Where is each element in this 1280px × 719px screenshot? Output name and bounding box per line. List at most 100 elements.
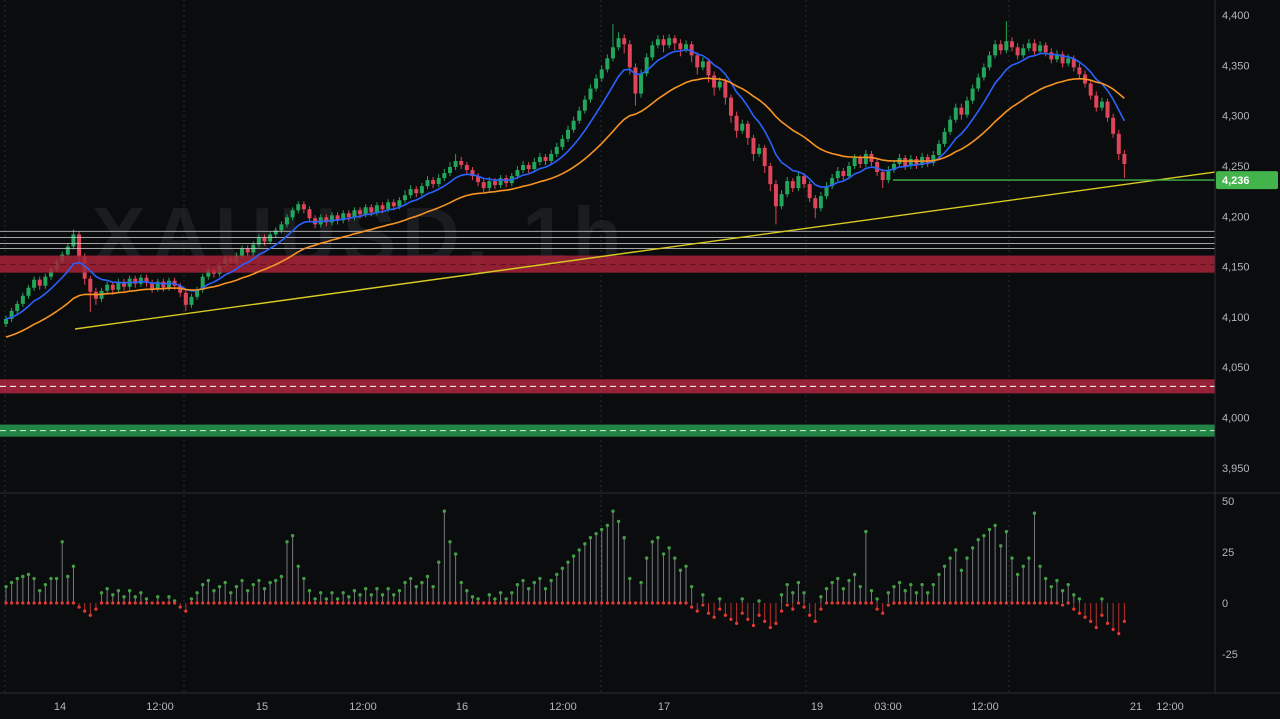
candles[interactable]	[4, 21, 1127, 327]
indicator-dot-down	[116, 601, 120, 605]
candle-body	[717, 81, 722, 88]
price-band[interactable]	[0, 424, 1215, 437]
indicator-dot-down	[796, 601, 801, 605]
indicator-dot-up	[380, 593, 385, 597]
indicator-dot-down	[954, 601, 958, 605]
indicator-dot-down	[352, 601, 357, 605]
candle-body	[1038, 45, 1043, 52]
price-axis[interactable]: 4,400 4,350 4,300 4,250 4,200 4,150 4,100 4,050…	[1222, 10, 1250, 475]
indicator-dot-down	[920, 601, 924, 605]
horizontal-levels[interactable]	[0, 230, 1215, 250]
candle-body	[1032, 43, 1037, 52]
indicator-dot-up	[504, 597, 508, 601]
trendline[interactable]	[74, 171, 1216, 330]
indicator-dot-down	[1016, 601, 1020, 605]
indicator-axis[interactable]: 50 25 0 -25	[1222, 496, 1238, 661]
candle-body	[633, 67, 638, 94]
indicator-dot-up	[942, 564, 947, 568]
time-axis-background	[0, 693, 1280, 719]
indicator-dot-down	[15, 601, 19, 605]
indicator-dot-up	[588, 536, 593, 540]
indicator-dot-up	[105, 587, 109, 591]
indicator-dot-up	[487, 593, 492, 597]
indicator-dot-down	[504, 601, 508, 605]
indicator-dot-up	[1100, 597, 1104, 601]
candle-body	[1043, 45, 1048, 53]
indicator-dot-down	[897, 601, 902, 605]
indicator-dot-up	[791, 591, 795, 595]
indicator-dot-up	[167, 595, 171, 599]
indicator-dot-down	[684, 601, 688, 605]
indicator-dot-down	[695, 609, 699, 613]
indicator-dot-down	[645, 601, 649, 605]
price-bands[interactable]	[0, 255, 1215, 437]
indicator-dot-down	[26, 601, 31, 605]
indicator-dot-up	[852, 572, 857, 577]
candle-body	[1088, 83, 1093, 96]
candle-body	[301, 204, 306, 210]
indicator-dot-up	[49, 576, 53, 581]
candle-body	[105, 284, 110, 291]
indicator-dot-up	[347, 595, 351, 599]
candle-body	[43, 276, 48, 286]
candle-body	[987, 55, 992, 68]
candle-body	[285, 217, 289, 225]
candle-body	[498, 178, 503, 186]
time-axis[interactable]: 14 12:00 15 12:00 16 12:00 17 19 03:00 12:00 21 12:…	[54, 701, 1184, 713]
candle-body	[166, 280, 171, 288]
price-band[interactable]	[0, 379, 1215, 394]
indicator-dot-down	[819, 607, 823, 611]
indicator-dot-down	[892, 601, 896, 605]
indicator-dot-down	[701, 603, 705, 607]
indicator-dot-up	[555, 572, 559, 577]
indicator-dot-up	[201, 582, 205, 587]
indicator-tick-label: -25	[1222, 649, 1238, 661]
candle-body	[26, 287, 31, 296]
candle-body	[245, 248, 250, 253]
indicator-dot-up	[583, 542, 587, 546]
price-band[interactable]	[0, 255, 1215, 273]
candle-body	[948, 119, 953, 132]
indicator-dot-down	[757, 613, 761, 617]
moving-average-slow[interactable]	[5, 77, 1125, 338]
indicator-dot-up	[594, 531, 598, 536]
indicator-pane[interactable]	[4, 509, 1126, 636]
candle-body	[751, 137, 756, 154]
indicator-dot-up	[26, 572, 31, 577]
candle-body	[532, 161, 537, 170]
candle-body	[20, 295, 25, 304]
indicator-dot-up	[718, 597, 722, 601]
indicator-dot-down	[234, 601, 239, 605]
indicator-dot-down	[875, 607, 879, 611]
candle-body	[773, 184, 778, 207]
indicator-dot-up	[363, 587, 368, 591]
indicator-dot-down	[824, 601, 829, 605]
indicator-dot-up	[796, 580, 801, 585]
indicator-dot-down	[251, 601, 255, 605]
indicator-dot-up	[279, 574, 284, 579]
indicator-dot-down	[189, 601, 194, 605]
indicator-dot-down	[521, 601, 525, 605]
indicator-dot-down	[161, 601, 165, 605]
indicator-dot-up	[341, 591, 345, 595]
candle-body	[678, 43, 683, 50]
indicator-dot-down	[476, 601, 480, 605]
moving-average-fast[interactable]	[5, 48, 1126, 320]
indicator-dot-up	[864, 529, 868, 534]
indicator-dot-up	[420, 580, 424, 585]
indicator-dot-up	[1004, 529, 1009, 534]
candle-body	[757, 147, 762, 154]
candle-body	[605, 58, 610, 70]
candle-body	[71, 234, 76, 247]
indicator-dot-up	[1044, 576, 1048, 581]
indicator-dot-up	[830, 580, 834, 585]
indicator-dot-down	[515, 601, 520, 605]
candle-body	[689, 44, 694, 56]
indicator-dot-down	[633, 601, 638, 605]
indicator-dot-up	[1027, 556, 1031, 560]
indicator-dot-up	[127, 589, 132, 593]
candle-body	[453, 160, 458, 168]
indicator-dot-up	[689, 584, 694, 589]
indicator-dot-down	[369, 601, 373, 605]
